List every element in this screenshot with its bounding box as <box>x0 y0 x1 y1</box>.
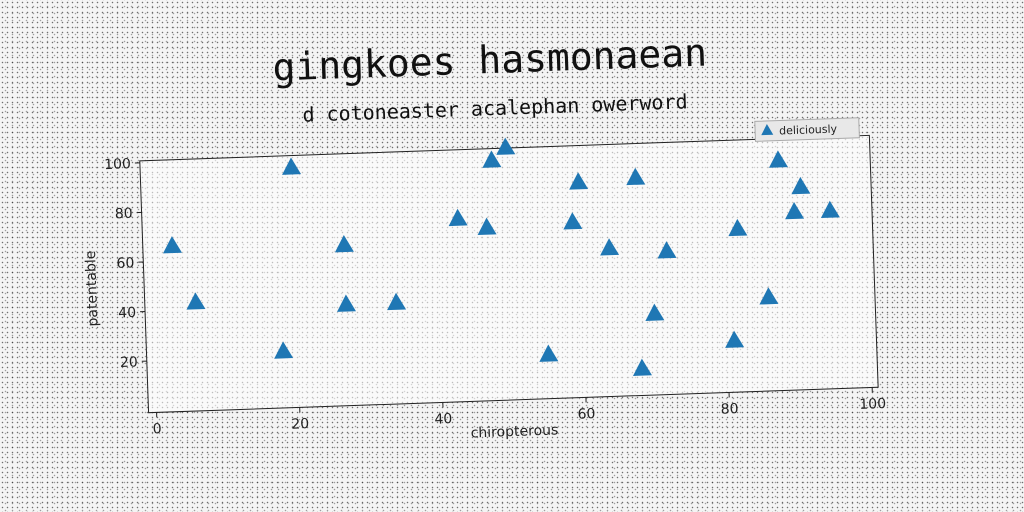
data-point-triangle <box>657 241 677 259</box>
data-point-triangle <box>496 137 516 155</box>
y-tick-label: 80 <box>115 206 133 223</box>
x-axis-label: chiropterous <box>470 422 558 441</box>
data-point-triangle <box>569 172 589 190</box>
data-point-triangle <box>337 294 356 312</box>
data-point-triangle <box>563 212 583 230</box>
legend-box <box>754 117 860 142</box>
x-tick-label: 20 <box>291 416 309 433</box>
x-tick-label: 40 <box>434 411 452 428</box>
data-point-triangle <box>482 150 502 168</box>
plot-area: 0 20 40 60 80 100 20 40 60 80 100 chiropterous pat… <box>83 117 886 441</box>
y-tick-label: 60 <box>116 255 134 272</box>
data-point-triangle <box>334 235 354 253</box>
data-point-triangle <box>163 236 183 254</box>
x-tick-label: 100 <box>859 396 886 413</box>
data-point-triangle <box>791 176 811 195</box>
data-point-triangle <box>728 218 748 237</box>
plot-frame <box>139 134 879 414</box>
y-axis-label: patentable <box>83 250 102 326</box>
data-point-triangle <box>477 217 497 235</box>
data-point-triangle <box>759 287 779 305</box>
x-tick-label: 80 <box>720 401 738 418</box>
legend-marker-triangle <box>761 123 774 136</box>
data-point-triangle <box>448 208 468 227</box>
y-tick-label: 100 <box>104 156 131 173</box>
data-point-triangle <box>626 167 646 186</box>
data-point-triangle <box>274 341 294 359</box>
data-point-triangle <box>539 344 559 362</box>
y-tick-label: 20 <box>120 354 138 371</box>
data-point-triangle <box>725 330 745 348</box>
data-point-triangle <box>768 150 788 168</box>
legend: deliciously <box>754 117 860 142</box>
data-points <box>163 137 840 376</box>
y-tick-label: 40 <box>118 305 136 322</box>
legend-entry-label: deliciously <box>779 122 838 137</box>
data-point-triangle <box>820 200 840 219</box>
axis-ticks: 0 20 40 60 80 100 20 40 60 80 100 <box>104 156 886 437</box>
x-tick-label: 0 <box>152 421 161 437</box>
data-point-triangle <box>387 292 407 311</box>
data-point-triangle <box>186 292 206 310</box>
data-point-triangle <box>632 358 652 376</box>
data-point-triangle <box>785 201 805 220</box>
data-point-triangle <box>282 157 302 175</box>
x-tick-label: 60 <box>577 406 595 423</box>
data-point-triangle <box>645 303 665 321</box>
data-point-triangle <box>600 238 620 256</box>
